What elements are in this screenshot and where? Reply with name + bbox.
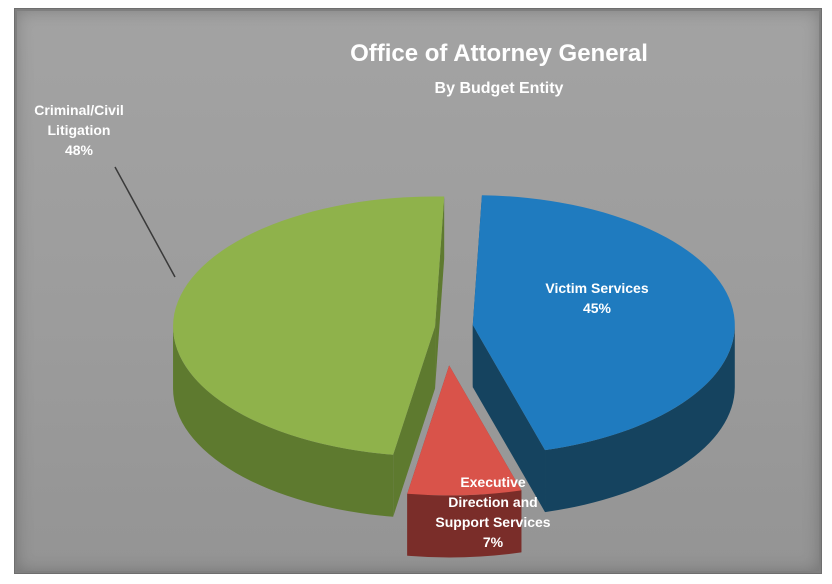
leader-line-2 bbox=[114, 166, 176, 278]
pie-slice-2 bbox=[173, 196, 445, 517]
pie-labels: Victim Services 45% Executive Direction and… bbox=[34, 102, 649, 550]
slice-label-1-line-3: 7% bbox=[483, 534, 504, 550]
chart-subtitle: By Budget Entity bbox=[435, 80, 564, 97]
slice-label-1-line-0: Executive bbox=[460, 474, 526, 490]
slice-label-2-line-0: Criminal/Civil bbox=[34, 102, 123, 118]
pie-slice-0-cut-1 bbox=[472, 325, 546, 513]
slice-label-0-line-0: Victim Services bbox=[545, 280, 648, 296]
pie-slice-2-cut-1 bbox=[435, 196, 445, 389]
pie-slice-2-top bbox=[173, 196, 445, 455]
slice-label-1-line-2: Support Services bbox=[435, 514, 550, 530]
slice-label-2-line-1: Litigation bbox=[48, 122, 111, 138]
pie-slice-0-top bbox=[472, 195, 735, 451]
pie-slice-0-wall-0 bbox=[545, 325, 735, 513]
pie-slice-1 bbox=[407, 365, 522, 558]
slice-label-1-line-1: Direction and bbox=[448, 494, 537, 510]
pie-slice-1-top bbox=[407, 365, 522, 496]
pie-slice-1-wall-0 bbox=[407, 490, 522, 558]
pie-slice-0 bbox=[472, 195, 735, 513]
pie-slice-2-wall-0 bbox=[173, 326, 394, 517]
slice-label-0-line-1: 45% bbox=[583, 300, 612, 316]
pie-chart: Office of Attorney General By Budget Ent… bbox=[34, 40, 735, 558]
pie-slices bbox=[173, 195, 735, 558]
chart-frame: Office of Attorney General By Budget Ent… bbox=[14, 8, 822, 574]
chart-title: Office of Attorney General bbox=[350, 40, 648, 67]
pie-slice-2-cut-0 bbox=[393, 326, 436, 517]
slice-label-2-line-2: 48% bbox=[65, 142, 94, 158]
